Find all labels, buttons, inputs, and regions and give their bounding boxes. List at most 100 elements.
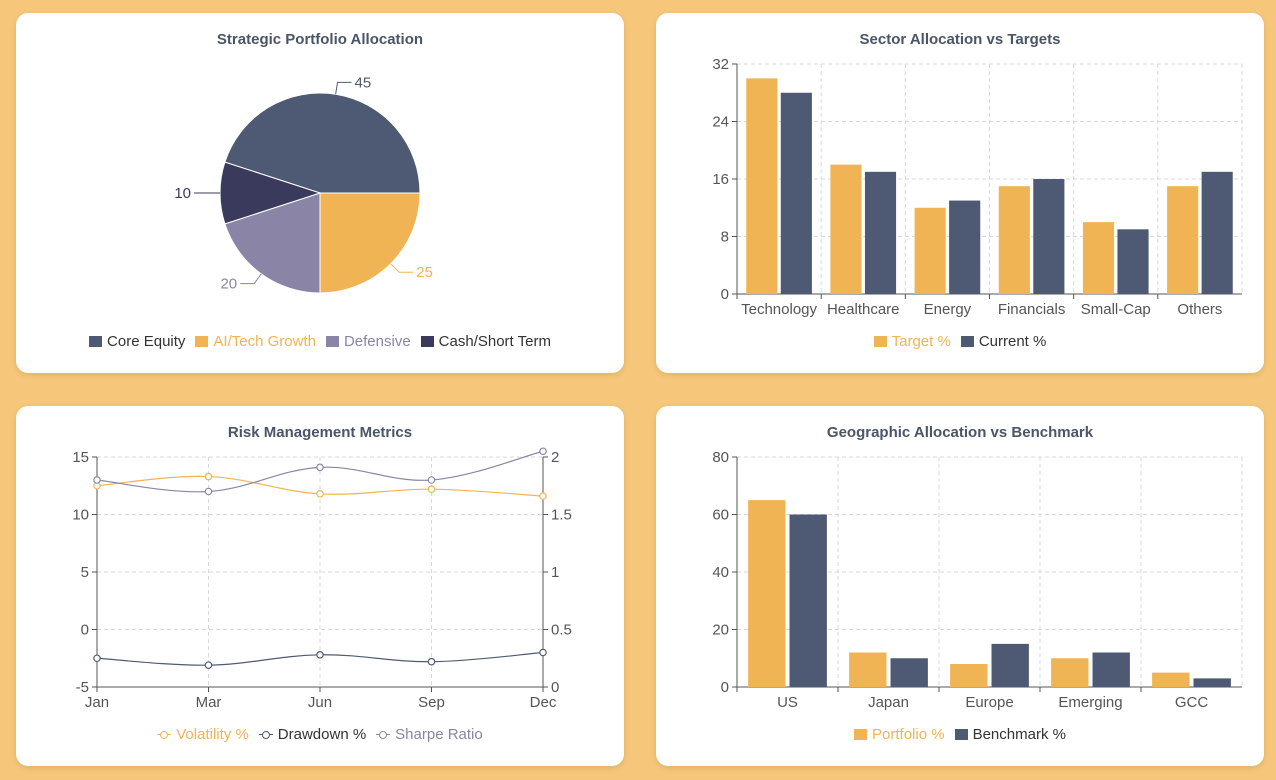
legend-item[interactable]: AI/Tech Growth bbox=[195, 333, 316, 350]
y-tick-label: 0 bbox=[721, 679, 729, 696]
geo-bar-chart: 0 20 40 60 80 US Japan Europe Emerging GCC bbox=[712, 449, 1243, 711]
legend-label: AI/Tech Growth bbox=[213, 333, 316, 350]
bar bbox=[1201, 171, 1233, 294]
legend-swatch bbox=[873, 336, 887, 347]
pie-data-label: 20 bbox=[220, 276, 237, 293]
bar bbox=[748, 500, 786, 687]
legend-item[interactable]: Portfolio % bbox=[854, 726, 945, 743]
legend-swatch bbox=[420, 336, 434, 347]
legend-item[interactable]: Drawdown % bbox=[258, 726, 367, 743]
bar bbox=[914, 207, 946, 294]
legend-swatch bbox=[89, 336, 103, 347]
x-tick-label: Jun bbox=[308, 694, 332, 711]
legend-swatch bbox=[954, 729, 968, 740]
pie-label-line bbox=[390, 263, 414, 273]
data-point bbox=[539, 447, 547, 456]
bar bbox=[1167, 186, 1199, 294]
x-tick-label: Japan bbox=[868, 694, 909, 711]
pie-data-label: 45 bbox=[355, 74, 372, 91]
legend-label: Sharpe Ratio bbox=[395, 726, 483, 743]
legend-label: Target % bbox=[891, 333, 951, 350]
bar bbox=[949, 200, 981, 294]
risk-legend: Volatility % Drawdown % Sharpe Ratio bbox=[16, 726, 624, 743]
pie-data-label: 25 bbox=[416, 264, 433, 281]
x-tick-label: Financials bbox=[998, 301, 1066, 318]
legend-label: Defensive bbox=[343, 333, 411, 350]
data-point bbox=[93, 476, 101, 484]
x-tick-label: GCC bbox=[1175, 694, 1209, 711]
y-tick-label: -5 bbox=[76, 679, 89, 696]
risk-chart-card: Risk Management Metrics -5 0 5 10 15 0 0.5 1 1.5… bbox=[16, 406, 624, 766]
legend-swatch bbox=[854, 729, 868, 740]
geo-chart-card: Geographic Allocation vs Benchmark 0 20 40… bbox=[656, 406, 1264, 766]
data-point bbox=[539, 492, 547, 500]
x-tick-label: Small-Cap bbox=[1081, 301, 1151, 318]
legend-label: Benchmark % bbox=[972, 726, 1066, 743]
bar bbox=[1152, 672, 1190, 687]
legend-label: Drawdown % bbox=[277, 726, 367, 743]
bar bbox=[991, 643, 1029, 687]
legend-item[interactable]: Cash/Short Term bbox=[420, 333, 551, 350]
bar bbox=[1051, 658, 1089, 687]
bar bbox=[998, 186, 1030, 294]
bar bbox=[789, 514, 827, 687]
geo-legend: Portfolio % Benchmark % bbox=[656, 726, 1264, 743]
y-tick-label: 20 bbox=[712, 622, 729, 639]
pie-chart-card: Strategic Portfolio Allocation 45 25 20 10 … bbox=[16, 13, 624, 373]
x-tick-label: Jan bbox=[85, 694, 109, 711]
sector-legend: Target % Current % bbox=[656, 333, 1264, 350]
data-point bbox=[316, 651, 324, 659]
x-tick-label: Mar bbox=[196, 694, 222, 711]
legend-label: Cash/Short Term bbox=[438, 333, 551, 350]
y-tick-label: 32 bbox=[712, 56, 729, 73]
data-point bbox=[204, 661, 213, 669]
legend-item[interactable]: Current % bbox=[960, 333, 1047, 350]
bar bbox=[780, 92, 812, 294]
x-tick-label: Sep bbox=[418, 694, 445, 711]
bar bbox=[830, 164, 862, 294]
pie-label-line bbox=[335, 81, 352, 95]
x-tick-label: Others bbox=[1177, 301, 1222, 318]
legend-item[interactable]: Defensive bbox=[325, 333, 411, 350]
y-tick-label: 8 bbox=[721, 229, 729, 246]
legend-label: Portfolio % bbox=[872, 726, 945, 743]
pie-chart-title: Strategic Portfolio Allocation bbox=[216, 31, 424, 48]
pie-data-label: 10 bbox=[174, 185, 191, 202]
sector-chart-title: Sector Allocation vs Targets bbox=[859, 31, 1061, 48]
data-point bbox=[204, 472, 213, 481]
legend-label: Current % bbox=[978, 333, 1047, 350]
y-right-tick-label: 2 bbox=[551, 449, 559, 466]
x-tick-label: US bbox=[777, 694, 798, 711]
bar bbox=[746, 78, 778, 294]
data-point bbox=[539, 648, 547, 657]
data-point bbox=[427, 657, 436, 666]
pie-chart: 45 25 20 10 bbox=[174, 74, 433, 294]
legend-item[interactable]: Benchmark % bbox=[954, 726, 1066, 743]
legend-item[interactable]: Core Equity bbox=[89, 333, 185, 350]
y-tick-label: 24 bbox=[712, 114, 729, 131]
x-tick-label: Europe bbox=[965, 694, 1013, 711]
y-tick-label: 80 bbox=[712, 449, 729, 466]
y-tick-label: 0 bbox=[81, 622, 89, 639]
legend-item[interactable]: Volatility % bbox=[157, 726, 249, 743]
data-point bbox=[316, 490, 324, 498]
y-tick-label: 10 bbox=[72, 507, 89, 524]
bar bbox=[1033, 179, 1065, 294]
bar bbox=[1117, 229, 1149, 294]
x-tick-label: Emerging bbox=[1058, 694, 1122, 711]
legend-swatch bbox=[325, 336, 339, 347]
bar bbox=[1193, 678, 1231, 687]
y-tick-label: 5 bbox=[81, 564, 89, 581]
legend-item[interactable]: Sharpe Ratio bbox=[376, 726, 483, 743]
bar bbox=[950, 664, 988, 687]
y-right-tick-label: 0 bbox=[551, 679, 559, 696]
legend-label: Volatility % bbox=[176, 726, 249, 743]
legend-item[interactable]: Target % bbox=[873, 333, 951, 350]
x-tick-label: Energy bbox=[924, 301, 972, 318]
data-point bbox=[427, 485, 436, 494]
risk-line-chart: -5 0 5 10 15 0 0.5 1 1.5 2 Jan Mar Jun Sep Dec bbox=[72, 447, 572, 711]
y-tick-label: 0 bbox=[721, 286, 729, 303]
y-right-tick-label: 0.5 bbox=[551, 622, 572, 639]
bar bbox=[1092, 652, 1130, 687]
bar bbox=[864, 171, 897, 294]
